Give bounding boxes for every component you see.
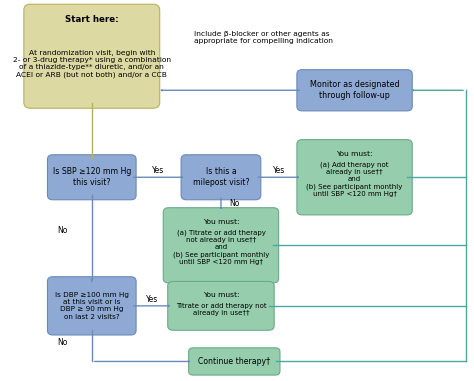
Text: No: No xyxy=(229,199,239,208)
Text: Is this a
milepost visit?: Is this a milepost visit? xyxy=(192,167,249,187)
FancyBboxPatch shape xyxy=(24,4,160,108)
Text: You must:: You must: xyxy=(203,293,239,298)
FancyBboxPatch shape xyxy=(47,155,136,200)
Text: No: No xyxy=(58,226,68,235)
FancyBboxPatch shape xyxy=(297,70,412,111)
FancyBboxPatch shape xyxy=(181,155,261,200)
Text: Start here:: Start here: xyxy=(65,15,118,24)
FancyBboxPatch shape xyxy=(47,277,136,335)
Text: Yes: Yes xyxy=(273,166,285,175)
Text: Is SBP ≥120 mm Hg
this visit?: Is SBP ≥120 mm Hg this visit? xyxy=(53,167,131,187)
Text: Yes: Yes xyxy=(146,295,158,304)
Text: Is DBP ≥100 mm Hg
at this visit or is
DBP ≥ 90 mm Hg
on last 2 visits?: Is DBP ≥100 mm Hg at this visit or is DB… xyxy=(55,292,129,320)
Text: You must:: You must: xyxy=(337,150,373,157)
Text: (a) Titrate or add therapy
not already in use††
and
(b) See participant monthly
: (a) Titrate or add therapy not already i… xyxy=(173,229,269,265)
Text: Yes: Yes xyxy=(153,166,164,175)
Text: Continue therapy†: Continue therapy† xyxy=(198,357,270,366)
Text: Monitor as designated
through follow-up: Monitor as designated through follow-up xyxy=(310,80,400,100)
Text: No: No xyxy=(58,338,68,347)
FancyBboxPatch shape xyxy=(163,208,279,283)
Text: Include β-blocker or other agents as
appropriate for compelling indication: Include β-blocker or other agents as app… xyxy=(194,31,333,44)
Text: At randomization visit, begin with
2- or 3-drug therapy* using a combination
of : At randomization visit, begin with 2- or… xyxy=(13,50,171,78)
FancyBboxPatch shape xyxy=(297,139,412,215)
Text: (a) Add therapy not
already in use††
and
(b) See participant monthly
until SBP <: (a) Add therapy not already in use†† and… xyxy=(306,161,403,197)
FancyBboxPatch shape xyxy=(168,282,274,330)
Text: You must:: You must: xyxy=(203,219,239,225)
Text: Titrate or add therapy not
already in use††: Titrate or add therapy not already in us… xyxy=(176,303,266,316)
FancyBboxPatch shape xyxy=(189,348,280,375)
